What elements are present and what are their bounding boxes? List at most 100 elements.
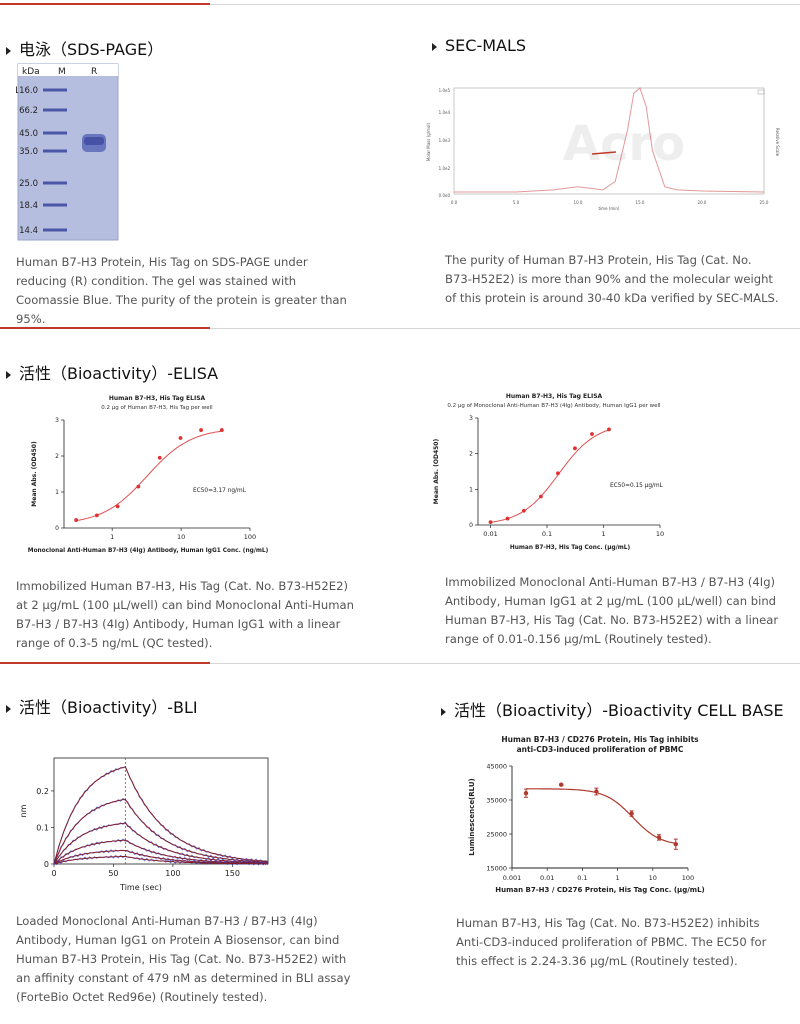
- data-point: [219, 428, 224, 432]
- x-tick-label: 0.01: [483, 530, 497, 538]
- data-point: [488, 520, 493, 525]
- data-point: [594, 789, 599, 794]
- y-tick-label: 1: [469, 486, 473, 493]
- fit-curve: [76, 430, 222, 522]
- gel-marker-label: 45.0: [19, 129, 38, 139]
- x-tick-label: 0: [51, 869, 56, 878]
- elisa-title: 活性（Bioactivity）-ELISA: [6, 360, 218, 384]
- y-tick-label: 45000: [486, 763, 507, 771]
- gel-header-m: M: [58, 67, 66, 77]
- chart-title: Human B7-H3 / CD276 Protein, His Tag inh…: [501, 735, 699, 744]
- sds-gel-image: kDa M R 116.0 66.2 45.0 35.0 25.0 18.4 14.4: [16, 62, 120, 242]
- bullet-icon: [6, 370, 11, 379]
- secmals-xtick: 20.0: [698, 200, 707, 205]
- y-tick-label: 0: [44, 860, 49, 869]
- bli-sensorgram: [53, 838, 269, 866]
- elisa2-description: Immobilized Monoclonal Anti-Human B7-H3 …: [445, 575, 779, 646]
- secmals-title-text: SEC-MALS: [445, 36, 527, 55]
- gel-header-kda: kDa: [22, 67, 40, 77]
- x-axis-label: Monoclonal Anti-Human B7-H3 (4Ig) Antibo…: [28, 548, 269, 554]
- bli-chart: 0 0.1 0.2 0 50 100 150 Time (sec) nm: [19, 757, 269, 892]
- x-tick-label: 50: [108, 869, 118, 878]
- data-point: [74, 518, 79, 522]
- gel-marker-label: 66.2: [19, 106, 38, 116]
- cell-title: 活性（Bioactivity）-Bioactivity CELL BASE: [441, 697, 784, 721]
- divider-1: [0, 328, 800, 329]
- bli-title-text: 活性（Bioactivity）-BLI: [19, 698, 198, 717]
- gel-marker-label: 18.4: [19, 201, 38, 211]
- bli-sensorgram: [53, 797, 269, 865]
- x-tick-label: 0.01: [540, 874, 554, 882]
- x-tick-label: 100: [244, 533, 256, 541]
- sds-title: 电泳（SDS-PAGE）: [6, 36, 163, 60]
- y-axis-label: Luminescence(RLU): [468, 778, 476, 856]
- gel-marker-band: [43, 108, 67, 112]
- bli-title: 活性（Bioactivity）-BLI: [6, 694, 198, 718]
- cell-description: Human B7-H3, His Tag (Cat. No. B73-H52E2…: [456, 916, 767, 968]
- gel-marker-band: [43, 181, 67, 185]
- data-point: [629, 811, 634, 816]
- data-point: [590, 432, 594, 436]
- secmals-ytick: 1.0e2: [439, 166, 451, 171]
- data-point: [559, 782, 564, 787]
- bli-sensorgram: [53, 766, 269, 864]
- data-point: [573, 446, 577, 451]
- ec50-annotation: EC50=0.15 μg/mL: [610, 483, 664, 489]
- divider-1-accent: [0, 327, 210, 329]
- y-tick-label: 1: [55, 489, 59, 496]
- gel-marker-label: 35.0: [19, 147, 38, 157]
- y-tick-label: 0: [55, 525, 59, 532]
- secmals-xtick: 10.0: [574, 200, 583, 205]
- elisa1-description: Immobilized Human B7-H3, His Tag (Cat. N…: [16, 579, 354, 650]
- x-tick-label: 1: [616, 874, 620, 882]
- x-tick-label: 100: [682, 874, 694, 882]
- fit-curve: [526, 788, 678, 845]
- gel-marker-label: 25.0: [19, 179, 38, 189]
- secmals-xtick: 0.0: [451, 200, 458, 205]
- cell-chart: Human B7-H3 / CD276 Protein, His Tag inh…: [468, 735, 705, 894]
- data-point: [505, 516, 510, 521]
- data-point: [199, 428, 203, 432]
- chart-title: Human B7-H3, His Tag ELISA: [109, 395, 206, 402]
- y-tick-label: 25000: [486, 831, 507, 839]
- bli-fit: [53, 856, 268, 865]
- x-tick-label: 150: [225, 869, 240, 878]
- x-tick-label: 10: [656, 530, 664, 538]
- y-axis-label: Mean Abs. (OD450): [433, 439, 440, 505]
- x-axis-label: Human B7-H3, His Tag Conc. (μg/mL): [510, 545, 631, 551]
- bullet-icon: [6, 704, 11, 713]
- gel-marker-band: [43, 228, 67, 232]
- chart-subtitle: anti-CD3-induced proliferation of PBMC: [517, 745, 684, 754]
- secmals-xtick: 15.0: [636, 200, 645, 205]
- x-tick-label: 10: [649, 874, 657, 882]
- elisa2-chart: Human B7-H3, His Tag ELISA 0.2 μg of Mono…: [433, 393, 664, 551]
- x-axis-label: Human B7-H3 / CD276 Protein, His Tag Con…: [495, 886, 704, 894]
- bli-fit: [53, 839, 268, 865]
- sds-title-text: 电泳（SDS-PAGE）: [19, 40, 164, 59]
- top-divider: [0, 4, 800, 5]
- y-tick-label: 35000: [486, 797, 507, 805]
- y-tick-label: 0: [469, 522, 473, 529]
- data-point: [523, 791, 529, 796]
- chart-title: Human B7-H3, His Tag ELISA: [506, 393, 603, 400]
- secmals-mass-segment: [591, 151, 617, 155]
- y-tick-label: 2: [469, 451, 473, 458]
- x-tick-label: 1: [601, 530, 605, 538]
- secmals-ylabel-right: Relative Scale: [775, 128, 780, 157]
- sds-description: Human B7-H3 Protein, His Tag on SDS-PAGE…: [16, 255, 347, 326]
- x-tick-label: 0.001: [503, 874, 522, 882]
- data-point: [539, 494, 543, 499]
- gel-marker-band: [43, 149, 67, 153]
- y-tick-label: 15000: [486, 865, 507, 873]
- elisa-title-text: 活性（Bioactivity）-ELISA: [19, 364, 219, 383]
- secmals-ytick: 1.0e5: [439, 88, 451, 93]
- y-axis-label: Mean Abs. (OD450): [31, 441, 38, 507]
- data-point: [673, 842, 678, 847]
- data-point: [522, 508, 526, 513]
- x-tick-label: 100: [165, 869, 180, 878]
- elisa1-chart: Human B7-H3, His Tag ELISA 0.2 μg of Huma…: [28, 395, 269, 554]
- secmals-xlabel: time (min): [599, 206, 620, 211]
- x-tick-label: 1: [110, 533, 114, 541]
- fit-curve: [490, 429, 610, 523]
- y-tick-label: 3: [469, 415, 473, 422]
